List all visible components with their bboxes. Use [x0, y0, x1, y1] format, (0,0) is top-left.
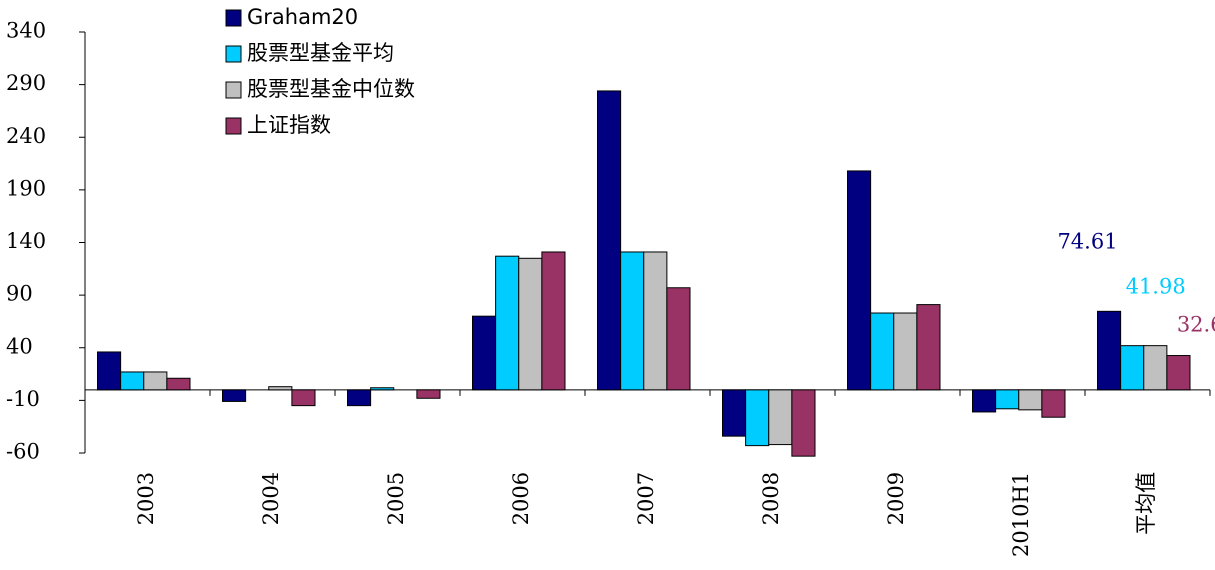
- bar: [722, 389, 747, 437]
- bar: [268, 386, 293, 391]
- y-tick-label: -10: [6, 387, 40, 411]
- bar: [1166, 355, 1191, 391]
- bar: [1120, 345, 1145, 391]
- y-tick-label: -60: [6, 440, 40, 464]
- bar: [597, 90, 622, 391]
- bar: [847, 170, 872, 391]
- bar: [143, 371, 168, 391]
- bar: [120, 371, 145, 391]
- bar: [893, 312, 918, 391]
- bar: [1097, 310, 1122, 391]
- bar: [166, 377, 191, 391]
- bar: [620, 251, 645, 391]
- bar: [916, 304, 941, 391]
- value-label: 74.61: [1057, 230, 1117, 254]
- x-tick-label: 2009: [884, 472, 908, 525]
- x-tick-label: 平均值: [1134, 472, 1158, 535]
- bar: [870, 312, 895, 391]
- bar: [768, 389, 793, 446]
- y-tick-label: 90: [6, 282, 33, 306]
- legend-label: 股票型基金平均: [247, 41, 394, 65]
- bar: [995, 389, 1020, 410]
- bar: [370, 387, 395, 391]
- x-tick-label: 2008: [759, 472, 783, 525]
- legend-label: 上证指数: [247, 113, 331, 137]
- bar: [291, 389, 316, 407]
- y-tick-label: 340: [6, 19, 46, 43]
- x-tick-label: 2005: [384, 472, 408, 525]
- bar: [518, 257, 543, 391]
- y-tick-label: 140: [6, 229, 46, 253]
- legend-label: Graham20: [247, 5, 358, 29]
- y-tick-label: 240: [6, 124, 46, 148]
- x-tick-label: 2003: [134, 472, 158, 525]
- legend-swatch: [225, 117, 242, 135]
- bar: [416, 389, 441, 399]
- y-tick-label: 190: [6, 176, 46, 200]
- legend-label: 股票型基金中位数: [247, 77, 415, 101]
- value-label: 32.60: [1177, 313, 1215, 337]
- bar: [666, 287, 691, 391]
- bar: [472, 315, 497, 391]
- value-label: 41.98: [1126, 275, 1186, 299]
- bar: [347, 389, 372, 407]
- bar: [1143, 345, 1168, 391]
- bar: [791, 389, 816, 457]
- bar: [1041, 389, 1066, 418]
- bar: [541, 251, 566, 391]
- bar: [222, 389, 247, 402]
- x-tick-label: 2006: [509, 472, 533, 525]
- legend-swatch: [225, 81, 242, 99]
- x-tick-label: 2004: [259, 472, 283, 525]
- x-tick-label: 2010H1: [1009, 472, 1033, 557]
- y-tick-label: 290: [6, 71, 46, 95]
- bar: [745, 389, 770, 447]
- y-tick-label: 40: [6, 334, 33, 358]
- bar: [495, 255, 520, 391]
- bar: [97, 351, 122, 391]
- x-tick-label: 2007: [634, 472, 658, 525]
- bar: [972, 389, 997, 413]
- legend-swatch: [225, 45, 242, 63]
- bar: [1018, 389, 1043, 411]
- legend-swatch: [225, 9, 242, 27]
- bar: [643, 251, 668, 391]
